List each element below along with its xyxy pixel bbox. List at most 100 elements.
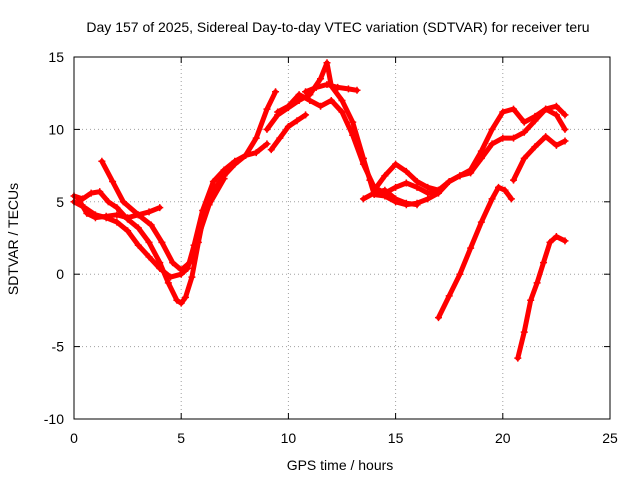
data-point	[181, 293, 189, 301]
data-point	[134, 211, 142, 219]
data-point	[323, 81, 331, 89]
data-point	[276, 134, 284, 142]
grid-layer	[74, 57, 610, 419]
data-point	[169, 259, 177, 267]
data-point	[344, 85, 352, 93]
data-layer	[70, 59, 569, 362]
data-point	[166, 273, 174, 281]
data-point	[359, 160, 367, 168]
data-point	[113, 211, 121, 219]
data-point	[499, 108, 507, 116]
data-point	[113, 218, 121, 226]
data-point	[177, 299, 185, 307]
data-point	[293, 117, 301, 125]
data-point	[353, 86, 361, 94]
data-point	[499, 134, 507, 142]
data-point	[295, 91, 303, 99]
data-point	[284, 102, 292, 110]
data-point	[552, 141, 560, 149]
data-point	[272, 88, 280, 96]
data-point	[145, 208, 153, 216]
data-point	[413, 178, 421, 186]
data-point	[87, 189, 95, 197]
data-point	[561, 137, 569, 145]
data-point	[317, 75, 325, 83]
data-point	[134, 224, 142, 232]
data-point	[520, 118, 528, 126]
data-point	[98, 157, 106, 165]
data-point	[220, 175, 228, 183]
data-point	[252, 149, 260, 157]
data-point	[334, 83, 342, 91]
data-point	[231, 157, 239, 165]
data-point	[510, 105, 518, 113]
data-point	[164, 279, 172, 287]
data-point	[542, 105, 550, 113]
data-point	[263, 105, 271, 113]
x-axis-label: GPS time / hours	[287, 457, 394, 473]
data-point	[392, 183, 400, 191]
series-track-f	[275, 92, 568, 196]
plot-frame	[73, 56, 611, 420]
data-point	[91, 214, 99, 222]
y-tick-label: 0	[56, 266, 64, 282]
data-point	[74, 195, 82, 203]
data-point	[274, 108, 282, 116]
data-point	[338, 108, 346, 116]
data-point	[323, 59, 331, 67]
data-point	[370, 189, 378, 197]
data-point	[242, 151, 250, 159]
data-point	[186, 259, 194, 267]
data-point	[477, 218, 485, 226]
data-point	[209, 178, 217, 186]
data-point	[188, 273, 196, 281]
x-tick-label: 15	[388, 430, 404, 446]
x-tick-label: 5	[177, 430, 185, 446]
data-point	[145, 253, 153, 261]
data-point	[488, 140, 496, 148]
data-point	[561, 125, 569, 133]
data-point	[252, 134, 260, 142]
data-point	[546, 238, 554, 246]
x-tick-label: 25	[602, 430, 618, 446]
data-point	[520, 128, 528, 136]
data-point	[531, 143, 539, 151]
data-point	[156, 264, 164, 272]
data-point	[113, 204, 121, 212]
data-point	[392, 195, 400, 203]
data-point	[467, 244, 475, 252]
data-point	[124, 227, 132, 235]
data-point	[456, 270, 464, 278]
data-point	[359, 195, 367, 203]
data-point	[284, 123, 292, 131]
data-point	[263, 125, 271, 133]
y-tick-label: -5	[52, 339, 65, 355]
data-point	[402, 179, 410, 187]
data-point	[302, 88, 310, 96]
y-axis-label: SDTVAR / TECUs	[5, 183, 21, 295]
data-point	[477, 154, 485, 162]
data-point	[533, 279, 541, 287]
data-point	[104, 198, 112, 206]
data-point	[456, 172, 464, 180]
data-point	[267, 146, 275, 154]
data-point	[510, 134, 518, 142]
x-tick-label: 10	[281, 430, 297, 446]
data-point	[317, 102, 325, 110]
data-point	[381, 186, 389, 194]
data-point	[561, 237, 569, 245]
data-point	[263, 140, 271, 148]
data-point	[109, 178, 117, 186]
series-track-c	[99, 158, 227, 273]
data-point	[124, 214, 132, 222]
y-tick-label: 10	[48, 121, 64, 137]
x-tick-label: 20	[495, 430, 511, 446]
data-point	[402, 199, 410, 207]
chart-title: Day 157 of 2025, Sidereal Day-to-day VTE…	[86, 19, 589, 35]
data-point	[467, 169, 475, 177]
series-track-a	[71, 89, 278, 306]
data-point	[83, 209, 91, 217]
data-point	[96, 188, 104, 196]
data-point	[507, 195, 515, 203]
